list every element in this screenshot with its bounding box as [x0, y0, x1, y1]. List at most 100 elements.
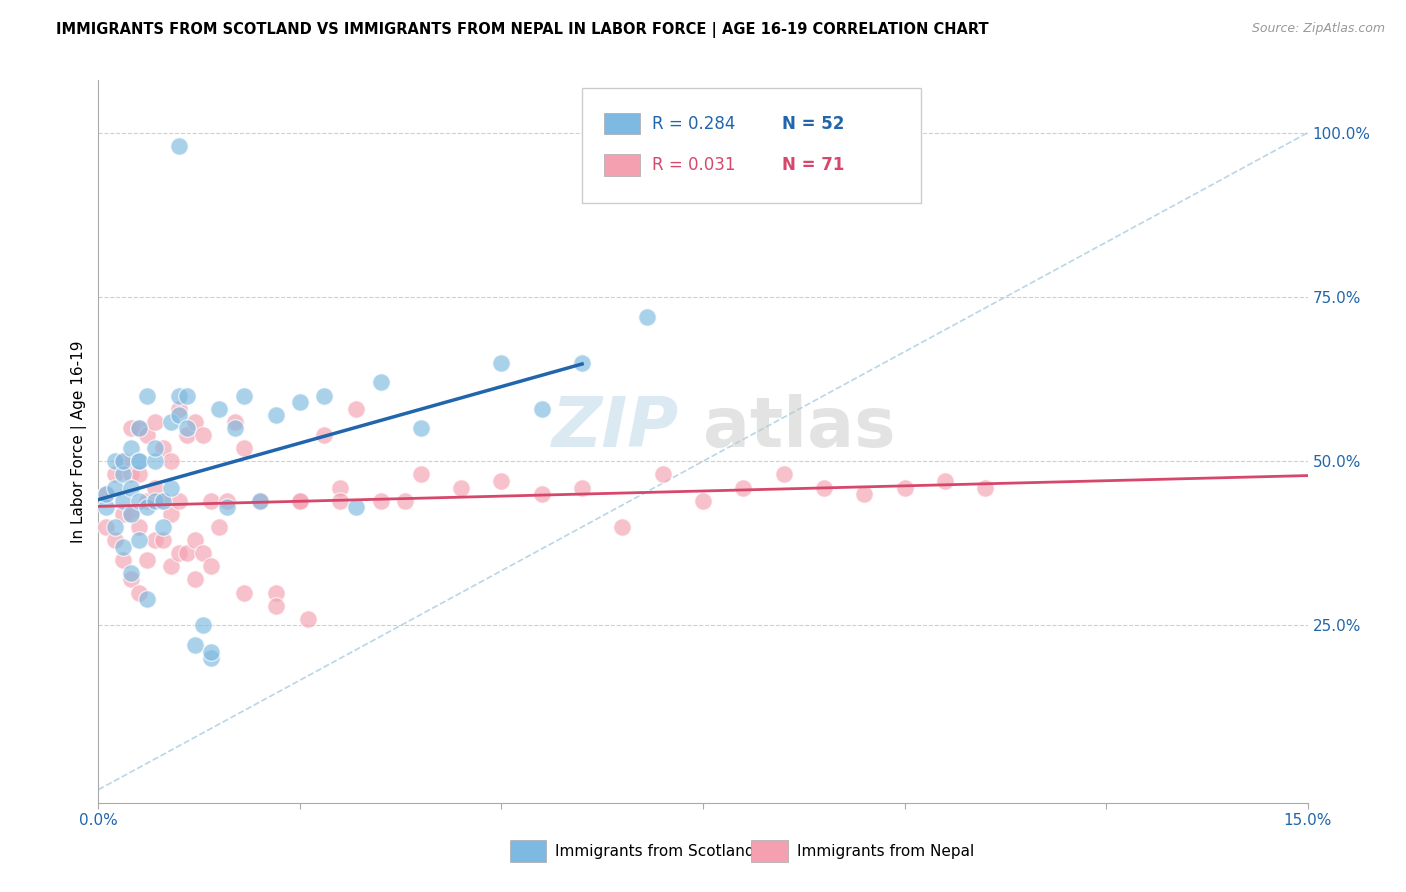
Point: [224, 421, 246, 435]
Point: [200, 493, 222, 508]
Point: [264, 599, 287, 613]
Point: [692, 493, 714, 508]
Point: [135, 428, 157, 442]
Point: [264, 409, 287, 423]
Point: [143, 533, 166, 547]
Point: [120, 467, 142, 482]
Point: [934, 474, 956, 488]
Bar: [603, 112, 640, 135]
Point: [111, 467, 134, 482]
Point: [344, 401, 367, 416]
Point: [176, 546, 198, 560]
Point: [120, 507, 142, 521]
Point: [288, 493, 311, 508]
Point: [530, 487, 553, 501]
Point: [152, 520, 174, 534]
Point: [120, 441, 142, 455]
Point: [184, 573, 207, 587]
Point: [176, 421, 198, 435]
Point: [160, 454, 183, 468]
Point: [370, 376, 392, 390]
Point: [314, 388, 336, 402]
Point: [813, 481, 835, 495]
Point: [128, 421, 150, 435]
Point: [128, 454, 150, 468]
Point: [249, 493, 271, 508]
Point: [288, 493, 311, 508]
Point: [103, 467, 125, 482]
Point: [111, 507, 134, 521]
Point: [143, 454, 166, 468]
Point: [409, 421, 432, 435]
Point: [249, 493, 271, 508]
Point: [530, 401, 553, 416]
Point: [167, 546, 190, 560]
Point: [167, 493, 190, 508]
Point: [184, 638, 207, 652]
Point: [167, 409, 190, 423]
Point: [217, 500, 239, 515]
Text: N = 52: N = 52: [782, 115, 844, 133]
Text: ZIP: ZIP: [551, 393, 679, 460]
Point: [128, 585, 150, 599]
Text: Source: ZipAtlas.com: Source: ZipAtlas.com: [1251, 22, 1385, 36]
Point: [135, 500, 157, 515]
Point: [120, 566, 142, 580]
Point: [167, 388, 190, 402]
Point: [160, 507, 183, 521]
Point: [733, 481, 755, 495]
Point: [208, 520, 231, 534]
Point: [193, 618, 215, 632]
Point: [111, 454, 134, 468]
Point: [200, 559, 222, 574]
Point: [176, 388, 198, 402]
Point: [571, 481, 593, 495]
Y-axis label: In Labor Force | Age 16-19: In Labor Force | Age 16-19: [72, 340, 87, 543]
Point: [200, 651, 222, 665]
Point: [120, 481, 142, 495]
Point: [409, 467, 432, 482]
Point: [135, 553, 157, 567]
Point: [111, 540, 134, 554]
Point: [636, 310, 658, 324]
Point: [184, 533, 207, 547]
Point: [103, 520, 125, 534]
Point: [103, 481, 125, 495]
Point: [224, 415, 246, 429]
Point: [491, 474, 513, 488]
Point: [394, 493, 416, 508]
Point: [217, 493, 239, 508]
Point: [111, 454, 134, 468]
Text: R = 0.284: R = 0.284: [652, 115, 735, 133]
FancyBboxPatch shape: [582, 87, 921, 203]
Bar: [751, 840, 787, 862]
Point: [128, 520, 150, 534]
Point: [853, 487, 876, 501]
Point: [128, 454, 150, 468]
Text: Immigrants from Nepal: Immigrants from Nepal: [797, 844, 974, 859]
Point: [143, 415, 166, 429]
Point: [344, 500, 367, 515]
Point: [232, 441, 254, 455]
Point: [128, 467, 150, 482]
Point: [135, 388, 157, 402]
Point: [143, 441, 166, 455]
Point: [232, 585, 254, 599]
Point: [491, 356, 513, 370]
Text: N = 71: N = 71: [782, 156, 844, 174]
Point: [176, 428, 198, 442]
Point: [120, 421, 142, 435]
Point: [96, 520, 118, 534]
Point: [111, 493, 134, 508]
Text: IMMIGRANTS FROM SCOTLAND VS IMMIGRANTS FROM NEPAL IN LABOR FORCE | AGE 16-19 COR: IMMIGRANTS FROM SCOTLAND VS IMMIGRANTS F…: [56, 22, 988, 38]
Point: [128, 493, 150, 508]
Point: [370, 493, 392, 508]
Point: [329, 481, 352, 495]
Point: [612, 520, 634, 534]
Point: [288, 395, 311, 409]
Point: [297, 612, 319, 626]
Point: [893, 481, 915, 495]
Point: [184, 415, 207, 429]
Point: [450, 481, 472, 495]
Point: [128, 421, 150, 435]
